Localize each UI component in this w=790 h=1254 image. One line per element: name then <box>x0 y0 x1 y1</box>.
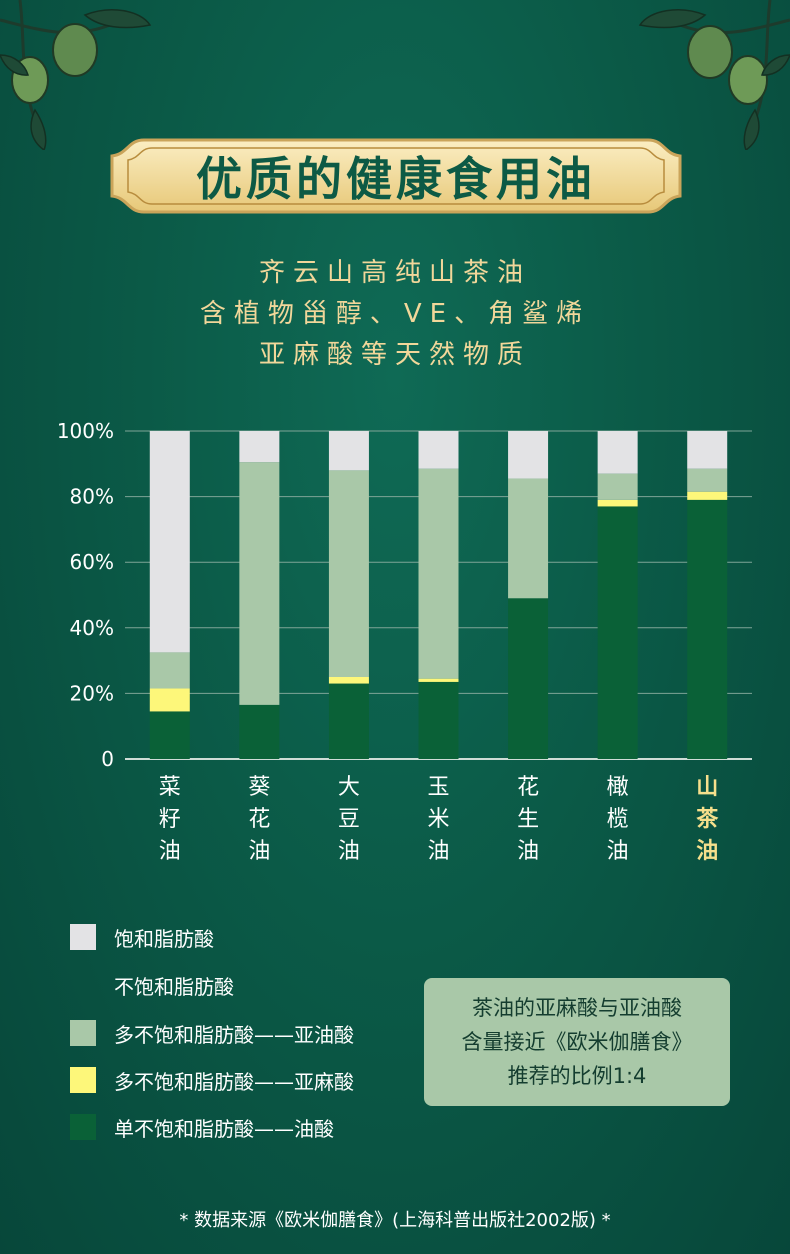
bar-segment <box>328 431 369 471</box>
bar-segment <box>687 468 728 492</box>
note-line-1: 茶油的亚麻酸与亚油酸 <box>472 996 682 1020</box>
x-category-label: 油 <box>159 839 181 864</box>
y-tick-label: 40% <box>70 616 114 640</box>
bar-segment <box>239 462 280 705</box>
subtitle-line-1: 齐云山高纯山茶油 <box>258 258 531 288</box>
x-category-label: 油 <box>696 839 718 864</box>
legend-swatch <box>70 1067 96 1093</box>
bar-segment <box>149 688 190 712</box>
bar-segment <box>687 499 728 759</box>
bar-segment <box>149 431 190 653</box>
x-category-label: 葵 <box>248 775 270 800</box>
legend-swatch <box>70 1114 96 1140</box>
note-line-3: 推荐的比例1:4 <box>507 1064 647 1088</box>
bar-segment <box>418 468 459 679</box>
y-tick-label: 20% <box>70 681 114 705</box>
x-category-label: 油 <box>607 839 629 864</box>
x-category-label: 茶 <box>696 807 719 832</box>
x-category-label: 山 <box>696 775 718 800</box>
y-tick-label: 60% <box>70 550 114 574</box>
bar-segment <box>418 678 459 682</box>
bar-segment <box>418 431 459 469</box>
x-category-label: 花 <box>248 807 270 832</box>
legend-swatch <box>70 972 96 998</box>
legend-item: 不饱和脂肪酸 <box>70 970 234 1000</box>
x-category-label: 油 <box>427 839 449 864</box>
x-category-label: 米 <box>427 807 449 832</box>
bar-segment <box>508 478 549 599</box>
banner-frame <box>110 138 682 214</box>
bar-segment <box>149 711 190 759</box>
bar-segment <box>239 704 280 759</box>
x-category-label: 油 <box>338 839 360 864</box>
legend-label: 单不饱和脂肪酸——油酸 <box>114 1116 334 1141</box>
olive-branch-icon <box>638 0 790 150</box>
subtitle-line-2: 含植物甾醇、VE、角鲨烯 <box>199 299 591 329</box>
data-source-footnote: * 数据来源《欧米伽膳食》(上海科普出版社2002版) * <box>179 1210 611 1231</box>
legend-swatch <box>70 924 96 950</box>
subtitle-line-3: 亚麻酸等天然物质 <box>258 340 531 370</box>
bar-segment <box>597 473 638 500</box>
bar-segment <box>508 431 549 479</box>
x-category-label: 豆 <box>338 807 360 832</box>
x-category-label: 籽 <box>159 807 181 832</box>
legend-item: 饱和脂肪酸 <box>70 922 214 952</box>
x-category-label: 菜 <box>159 775 181 800</box>
bar-segment <box>597 499 638 507</box>
bar-segment <box>597 506 638 759</box>
page-title: 优质的健康食用油 <box>196 152 596 206</box>
x-category-label: 大 <box>338 775 360 800</box>
x-category-label: 油 <box>517 839 539 864</box>
bar-segment <box>508 598 549 759</box>
legend-label: 多不饱和脂肪酸——亚油酸 <box>114 1022 354 1047</box>
legend-label: 多不饱和脂肪酸——亚麻酸 <box>114 1069 354 1094</box>
legend-item: 多不饱和脂肪酸——亚麻酸 <box>70 1065 354 1095</box>
bar-segment <box>597 431 638 474</box>
note-line-2: 含量接近《欧米伽膳食》 <box>461 1030 693 1054</box>
x-category-label: 榄 <box>607 807 629 832</box>
bar-segment <box>687 491 728 500</box>
legend-item: 单不饱和脂肪酸——油酸 <box>70 1112 334 1142</box>
x-category-label: 玉 <box>427 775 449 800</box>
legend-swatch <box>70 1020 96 1046</box>
bar-segment <box>687 431 728 469</box>
x-category-label: 橄 <box>607 775 629 800</box>
olive-branch-icon <box>0 0 152 150</box>
x-category-label: 生 <box>517 807 539 832</box>
legend-label: 饱和脂肪酸 <box>114 926 214 951</box>
bar-segment <box>328 677 369 684</box>
bar-segment <box>328 683 369 759</box>
note-box: 茶油的亚麻酸与亚油酸 含量接近《欧米伽膳食》 推荐的比例1:4 <box>424 978 730 1106</box>
legend-item: 多不饱和脂肪酸——亚油酸 <box>70 1018 354 1048</box>
y-tick-label: 100% <box>57 419 114 443</box>
y-tick-label: 0 <box>101 747 114 771</box>
bar-segment <box>418 681 459 759</box>
x-category-label: 花 <box>517 775 539 800</box>
x-category-label: 油 <box>248 839 270 864</box>
bar-segment <box>239 431 280 463</box>
title-banner: 优质的健康食用油 <box>104 134 688 218</box>
bar-segment <box>149 652 190 689</box>
legend-label: 不饱和脂肪酸 <box>114 974 234 999</box>
bar-segment <box>328 470 369 677</box>
y-tick-label: 80% <box>70 485 114 509</box>
